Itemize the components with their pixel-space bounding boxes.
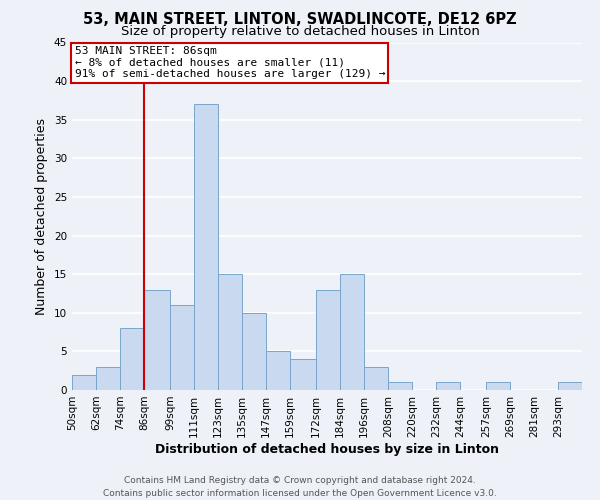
Bar [316,290,340,390]
Bar [340,274,364,390]
Text: Size of property relative to detached houses in Linton: Size of property relative to detached ho… [121,25,479,38]
Bar [72,374,96,390]
Bar [290,359,316,390]
Text: 53, MAIN STREET, LINTON, SWADLINCOTE, DE12 6PZ: 53, MAIN STREET, LINTON, SWADLINCOTE, DE… [83,12,517,28]
Bar [144,290,170,390]
Bar [388,382,412,390]
Bar [242,313,266,390]
Text: Contains HM Land Registry data © Crown copyright and database right 2024.
Contai: Contains HM Land Registry data © Crown c… [103,476,497,498]
Y-axis label: Number of detached properties: Number of detached properties [35,118,49,315]
Text: 53 MAIN STREET: 86sqm
← 8% of detached houses are smaller (11)
91% of semi-detac: 53 MAIN STREET: 86sqm ← 8% of detached h… [74,46,385,79]
Bar [218,274,242,390]
Bar [558,382,582,390]
Bar [266,352,290,390]
Bar [364,367,388,390]
Bar [486,382,510,390]
Bar [194,104,218,390]
X-axis label: Distribution of detached houses by size in Linton: Distribution of detached houses by size … [155,442,499,456]
Bar [96,367,120,390]
Bar [170,305,194,390]
Bar [436,382,460,390]
Bar [120,328,144,390]
